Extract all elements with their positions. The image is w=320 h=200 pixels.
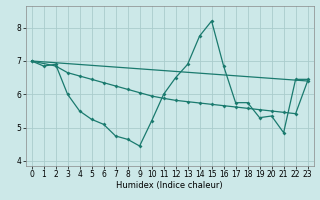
X-axis label: Humidex (Indice chaleur): Humidex (Indice chaleur): [116, 181, 223, 190]
